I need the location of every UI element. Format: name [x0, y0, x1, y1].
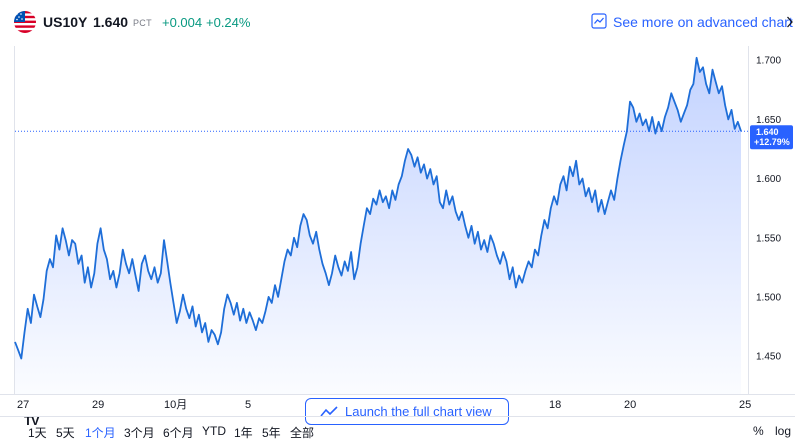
- y-tick-label: 1.450: [756, 352, 781, 363]
- chart-trend-icon: [320, 406, 338, 417]
- x-tick-label: 5: [245, 399, 251, 411]
- price-change: +0.004: [162, 15, 203, 30]
- range-ytd[interactable]: YTD: [202, 424, 226, 438]
- range-6m[interactable]: 6个月: [163, 426, 194, 440]
- range-5d[interactable]: 5天: [56, 426, 75, 440]
- log-scale-toggle[interactable]: log: [775, 424, 792, 438]
- us-flag-icon: [14, 11, 36, 33]
- x-tick-label: 18: [549, 399, 561, 411]
- percent-scale-toggle[interactable]: %: [753, 424, 764, 438]
- x-tick-label: 10月: [164, 399, 187, 411]
- price-unit: PCT: [133, 18, 152, 28]
- launch-full-chart-button[interactable]: Launch the full chart view: [305, 398, 509, 425]
- range-all[interactable]: 全部: [290, 426, 315, 440]
- x-tick-label: 25: [739, 399, 751, 411]
- chevron-right-icon: [787, 16, 793, 28]
- advanced-chart-label: See more on advanced chart: [613, 14, 793, 30]
- range-1y[interactable]: 1年: [234, 426, 253, 440]
- range-1d[interactable]: 1天: [28, 426, 47, 440]
- y-tick-label: 1.550: [756, 233, 781, 244]
- symbol-header: US10Y 1.640 PCT +0.004 +0.24% See more o…: [0, 0, 795, 46]
- chart-line-icon: [591, 13, 607, 29]
- launch-full-chart-label: Launch the full chart view: [345, 404, 492, 419]
- y-tick-label: 1.700: [756, 56, 781, 67]
- price-line: [14, 56, 742, 360]
- y-tick-label: 1.600: [756, 174, 781, 185]
- last-value-change: +12.79%: [754, 137, 790, 147]
- last-value-price: 1.640: [756, 127, 779, 137]
- x-tick-label: 20: [624, 399, 636, 411]
- price-change-percent: +0.24%: [206, 15, 251, 30]
- range-3m[interactable]: 3个月: [124, 426, 155, 440]
- price-area-fill: [15, 57, 741, 395]
- y-tick-label: 1.500: [756, 292, 781, 303]
- x-tick-label: 29: [92, 399, 104, 411]
- symbol-name: US10Y: [43, 14, 88, 30]
- last-value-badge: [750, 125, 793, 150]
- range-selector: 1天 5天 1个月 3个月 6个月 YTD 1年 5年 全部 % log: [0, 416, 795, 441]
- y-tick-label: 1.650: [756, 115, 781, 126]
- last-price: 1.640: [93, 14, 129, 30]
- range-1m[interactable]: 1个月: [85, 426, 116, 440]
- range-5y[interactable]: 5年: [262, 426, 281, 440]
